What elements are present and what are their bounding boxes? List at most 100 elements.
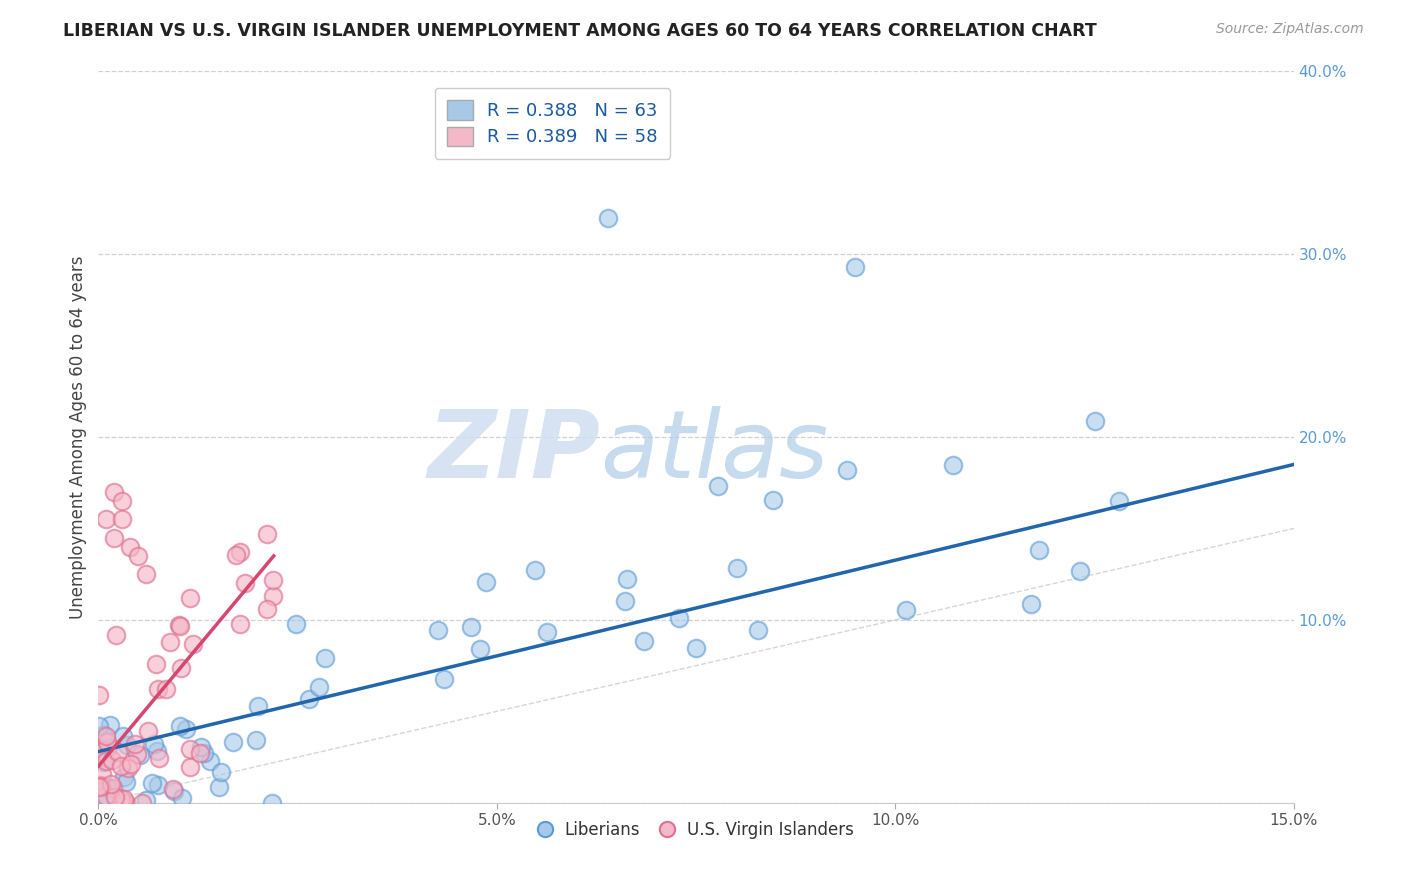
- Point: [97, 739, 120, 754]
- Point: [193, 746, 215, 760]
- Point: [1084, 414, 1107, 428]
- Text: atlas: atlas: [600, 406, 828, 497]
- Point: [188, 746, 211, 760]
- Point: [222, 735, 245, 749]
- Point: [209, 764, 232, 779]
- Point: [198, 754, 221, 768]
- Text: ZIP: ZIP: [427, 406, 600, 498]
- Point: [1028, 542, 1050, 557]
- Point: [96, 729, 118, 743]
- Point: [125, 747, 148, 761]
- Point: [91, 766, 114, 780]
- Point: [155, 681, 177, 696]
- Point: [87, 719, 110, 733]
- Point: [131, 796, 153, 810]
- Point: [685, 640, 707, 655]
- Point: [110, 759, 132, 773]
- Point: [148, 751, 170, 765]
- Point: [668, 611, 690, 625]
- Point: [163, 784, 186, 798]
- Point: [170, 791, 193, 805]
- Point: [100, 783, 122, 797]
- Point: [228, 617, 250, 632]
- Point: [110, 791, 132, 805]
- Point: [89, 740, 111, 755]
- Point: [141, 776, 163, 790]
- Point: [146, 744, 169, 758]
- Point: [256, 601, 278, 615]
- Point: [94, 789, 117, 803]
- Point: [179, 742, 201, 756]
- Point: [844, 260, 866, 274]
- Point: [100, 754, 122, 768]
- Point: [124, 737, 146, 751]
- Point: [167, 618, 190, 632]
- Point: [148, 778, 170, 792]
- Point: [181, 637, 204, 651]
- Point: [262, 589, 284, 603]
- Point: [725, 561, 748, 575]
- Point: [260, 796, 283, 810]
- Point: [98, 718, 121, 732]
- Point: [114, 796, 136, 810]
- Point: [120, 757, 142, 772]
- Point: [90, 779, 112, 793]
- Point: [90, 745, 112, 759]
- Point: [112, 792, 135, 806]
- Point: [762, 493, 785, 508]
- Point: [111, 512, 134, 526]
- Point: [460, 620, 482, 634]
- Point: [91, 745, 114, 759]
- Text: Source: ZipAtlas.com: Source: ZipAtlas.com: [1216, 22, 1364, 37]
- Point: [427, 624, 450, 638]
- Point: [1019, 597, 1042, 611]
- Point: [112, 770, 135, 784]
- Point: [136, 724, 159, 739]
- Point: [894, 603, 917, 617]
- Point: [87, 780, 110, 794]
- Point: [298, 692, 321, 706]
- Y-axis label: Unemployment Among Ages 60 to 64 years: Unemployment Among Ages 60 to 64 years: [69, 255, 87, 619]
- Point: [135, 567, 157, 582]
- Point: [100, 777, 122, 791]
- Point: [91, 755, 114, 769]
- Point: [245, 733, 267, 747]
- Point: [470, 641, 492, 656]
- Point: [247, 698, 270, 713]
- Point: [524, 563, 547, 577]
- Point: [475, 575, 498, 590]
- Point: [314, 651, 336, 665]
- Point: [103, 531, 125, 545]
- Point: [159, 635, 181, 649]
- Point: [117, 761, 139, 775]
- Point: [87, 688, 110, 702]
- Point: [103, 780, 125, 795]
- Text: LIBERIAN VS U.S. VIRGIN ISLANDER UNEMPLOYMENT AMONG AGES 60 TO 64 YEARS CORRELAT: LIBERIAN VS U.S. VIRGIN ISLANDER UNEMPLO…: [63, 22, 1097, 40]
- Point: [235, 575, 257, 590]
- Point: [115, 739, 138, 753]
- Point: [135, 793, 157, 807]
- Point: [94, 754, 117, 768]
- Point: [162, 781, 184, 796]
- Point: [228, 545, 250, 559]
- Point: [433, 672, 456, 686]
- Point: [179, 760, 201, 774]
- Point: [208, 780, 231, 794]
- Point: [89, 744, 111, 758]
- Point: [225, 548, 247, 562]
- Point: [96, 735, 118, 749]
- Point: [111, 494, 134, 508]
- Point: [262, 573, 284, 587]
- Point: [103, 485, 125, 500]
- Point: [613, 593, 636, 607]
- Point: [103, 789, 125, 804]
- Point: [285, 616, 308, 631]
- Point: [107, 745, 129, 759]
- Point: [169, 618, 191, 632]
- Point: [127, 549, 149, 563]
- Point: [616, 572, 638, 586]
- Point: [142, 737, 165, 751]
- Point: [707, 479, 730, 493]
- Point: [104, 627, 127, 641]
- Point: [96, 780, 118, 795]
